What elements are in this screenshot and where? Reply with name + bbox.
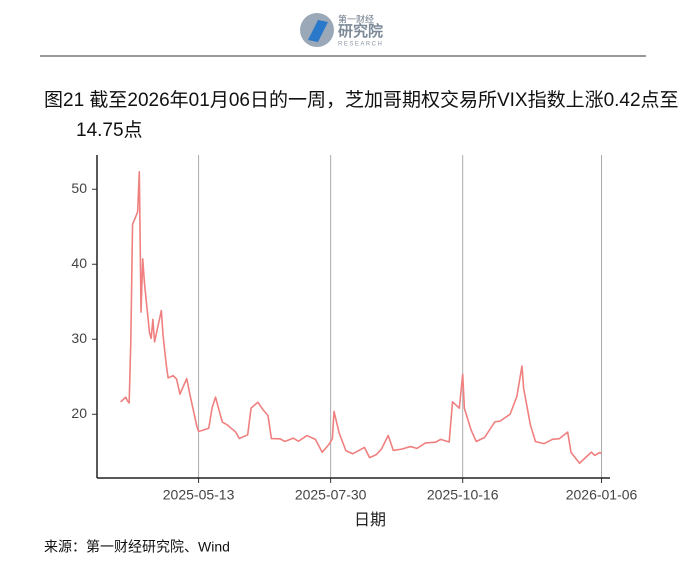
y-tick-label: 20 — [71, 405, 87, 421]
logo-mark — [308, 20, 328, 42]
y-tick-label: 30 — [71, 330, 87, 346]
series-line — [120, 170, 602, 465]
x-tick-label: 2025-10-16 — [427, 487, 499, 503]
y-tick-label: 50 — [71, 180, 87, 196]
logo-main: 研究院 — [338, 22, 383, 40]
y-tick-label: 40 — [71, 255, 87, 271]
x-tick-label: 2025-07-30 — [295, 487, 367, 503]
logo-sub: RESEARCH — [338, 42, 383, 48]
x-axis-label: 日期 — [354, 511, 386, 529]
x-tick-label: 2026-01-06 — [566, 487, 638, 503]
source: 来源：第一财经研究院、Wind — [44, 539, 230, 555]
logo-top: 第一财经 — [338, 13, 374, 24]
x-tick-label: 2025-05-13 — [163, 487, 235, 503]
chart-title: 图21 截至2026年01月06日的一周，芝加哥期权交易所VIX指数上涨0.42… — [44, 90, 679, 141]
